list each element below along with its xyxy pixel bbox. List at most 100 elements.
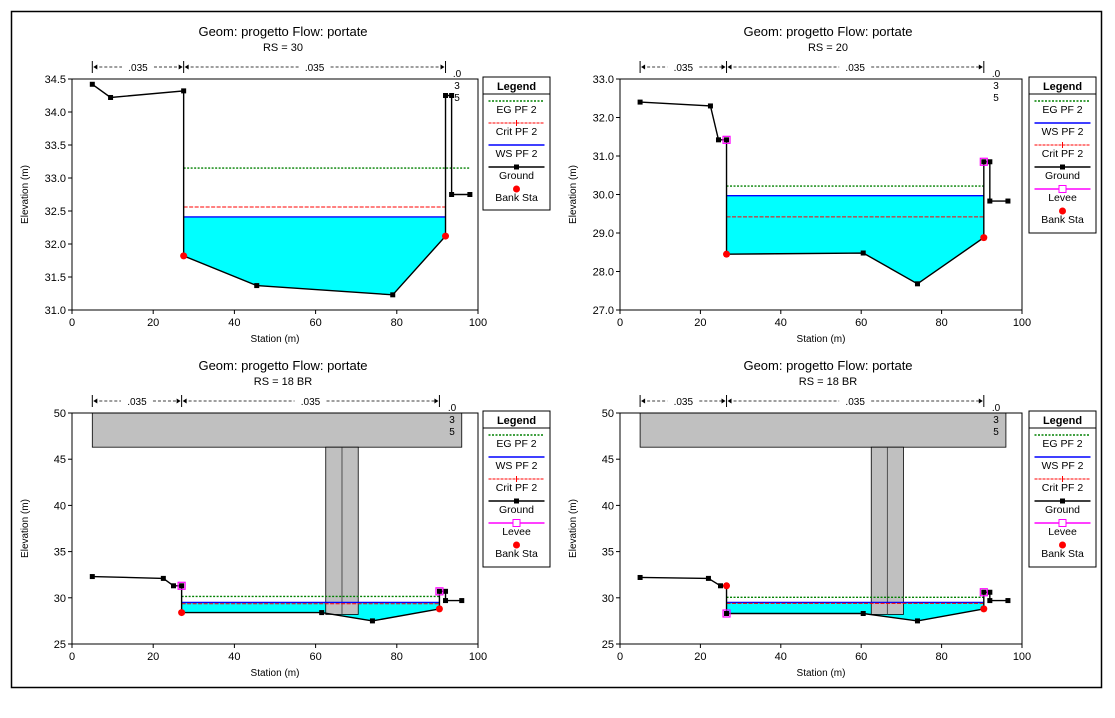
x-tick-label: 40 [775,317,787,329]
ground-point [369,618,375,624]
ground-point [914,618,920,624]
manning-arrow [641,64,646,70]
bank-station-marker [723,250,731,258]
figure-border [10,10,1103,689]
y-tick-label: 25 [54,639,66,651]
plot-area [89,413,465,624]
y-tick-label: 32.0 [593,113,614,125]
legend-entry-label: Levee [1048,526,1077,538]
chart-panel-1: Geom: progetto Flow: portate RS = 30 0 20 40… [20,24,551,345]
legend-entry-label: WS PF 2 [1041,126,1083,138]
ground-point [637,99,643,105]
manning-arrow [978,398,983,404]
levee-marker [722,609,731,618]
y-tick-label: 31.0 [593,151,614,163]
manning-arrow [93,398,98,404]
legend-title: Legend [1043,415,1082,427]
x-tick-label: 0 [69,317,75,329]
ground-point [987,159,993,165]
levee-marker [979,588,988,597]
y-tick-label: 30 [602,593,614,605]
ground-point [914,281,920,287]
ground-point [89,574,95,580]
ground-point [436,588,442,594]
manning-side-label: 3 [993,81,999,92]
y-tick-label: 28.0 [593,267,614,279]
ground-point [467,192,473,197]
x-tick-label: 80 [391,317,403,329]
legend-bank-marker [1059,207,1066,215]
legend: Legend EG PF 2 WS PF 2 Crit PF 2 Ground Levee… [482,410,551,568]
y-tick-label: 32.0 [45,239,66,251]
legend-entry-label: Crit PF 2 [1042,148,1084,160]
legend-box [1028,410,1097,568]
bank-station-marker [435,605,443,613]
y-tick-label: 33.0 [45,173,66,185]
ground-point [108,94,114,100]
water-area [183,216,446,295]
y-tick-label: 50 [602,408,614,420]
legend-levee-marker [1058,519,1067,527]
levee-marker [979,157,988,166]
legend-ground-marker [1060,164,1065,170]
x-tick-label: 60 [309,317,321,329]
manning-side-label: 5 [449,427,455,438]
legend-entry-label: Bank Sta [1041,548,1084,560]
ground-line [92,575,462,622]
bank-station-marker [178,609,186,617]
ground-point [707,103,713,109]
bank-station-marker [980,234,988,242]
y-tick-label: 31.0 [45,305,66,317]
y-tick-label: 34.5 [45,74,66,86]
ground-point [443,588,449,594]
y-tick-label: 40 [54,500,66,512]
manning-side-label: .0 [992,69,1001,80]
x-tick-label: 40 [775,651,787,663]
x-axis-label: Station (m) [797,334,846,345]
ground-point [443,93,449,98]
legend-entry-label: Ground [499,170,534,182]
manning-arrow [978,64,983,70]
water-area [181,602,440,621]
legend-entry-label: EG PF 2 [1042,104,1082,116]
ground-point [1005,598,1011,604]
manning-arrow [93,64,98,70]
levee-marker [435,587,444,596]
legend: Legend EG PF 2 WS PF 2 Crit PF 2 Ground Levee… [1028,76,1097,234]
legend-entry-label: Bank Sta [495,548,538,560]
legend-entry-label: Ground [1045,170,1080,182]
manning-n-label: .035 [674,63,694,74]
y-tick-label: 34.0 [45,107,66,119]
plot-area [637,413,1011,624]
water-area [726,602,984,621]
legend-levee-marker [1058,185,1067,193]
bank-station-marker [180,252,188,260]
y-axis-label: Elevation (m) [568,499,579,558]
x-tick-label: 20 [694,651,706,663]
y-axis-label: Elevation (m) [568,165,579,224]
manning-side-label: 3 [454,81,460,92]
legend: Legend EG PF 2 Crit PF 2 WS PF 2 Ground Bank … [482,76,551,211]
manning-side-label: 5 [993,427,999,438]
manning-arrow [184,64,189,70]
manning-side-label: 5 [454,93,460,104]
y-tick-label: 30.0 [593,190,614,202]
x-tick-label: 20 [694,317,706,329]
ground-line [640,576,1008,622]
manning-side-label: .0 [453,69,462,80]
plot-area [89,81,473,298]
manning-side-label: .0 [448,403,457,414]
legend-ground-marker [1060,498,1065,504]
manning-side-label: .0 [992,403,1001,414]
chart-title: Geom: progetto Flow: portate [198,358,367,373]
manning-n-band: .035 .035 [91,61,447,74]
chart-panel-2: Geom: progetto Flow: portate RS = 20 0 20 40… [568,24,1097,345]
ground-point [981,589,987,595]
manning-arrow [641,398,646,404]
legend-entry-label: Ground [1045,504,1080,516]
y-tick-label: 30 [54,593,66,605]
manning-arrow [434,398,439,404]
manning-n-label: .035 [845,63,865,74]
bank-station-marker [442,232,450,240]
